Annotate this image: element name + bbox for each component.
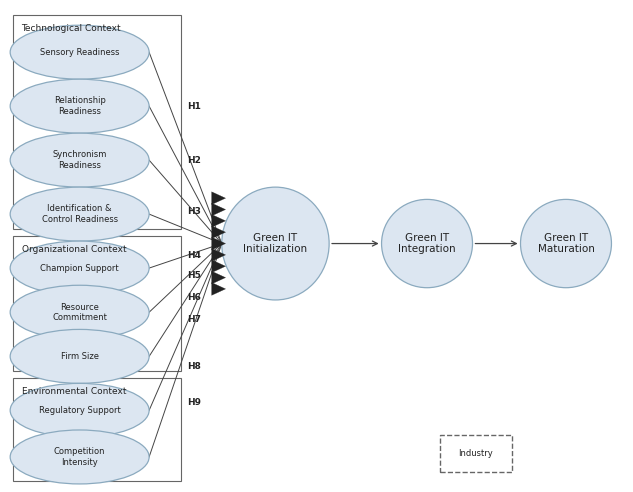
- Bar: [13, 15, 180, 229]
- Text: H1: H1: [187, 102, 201, 111]
- Text: H3: H3: [187, 207, 201, 216]
- Text: H9: H9: [187, 399, 201, 407]
- Polygon shape: [211, 248, 225, 261]
- Ellipse shape: [222, 187, 329, 300]
- Ellipse shape: [10, 383, 149, 437]
- Text: Green IT
Integration: Green IT Integration: [398, 233, 456, 254]
- Text: Champion Support: Champion Support: [41, 264, 119, 273]
- Text: Sensory Readiness: Sensory Readiness: [40, 48, 120, 57]
- Polygon shape: [211, 192, 225, 205]
- Bar: [13, 378, 180, 482]
- Polygon shape: [211, 260, 225, 273]
- Text: Environmental Context: Environmental Context: [22, 387, 126, 396]
- Text: H7: H7: [187, 315, 201, 324]
- Text: H5: H5: [187, 271, 201, 280]
- Text: H6: H6: [187, 293, 201, 302]
- Text: Green IT
Initialization: Green IT Initialization: [243, 233, 308, 254]
- Ellipse shape: [10, 187, 149, 241]
- Text: H8: H8: [187, 362, 201, 370]
- Polygon shape: [211, 226, 225, 239]
- Polygon shape: [211, 271, 225, 284]
- Ellipse shape: [10, 241, 149, 295]
- Text: H4: H4: [187, 251, 201, 260]
- Ellipse shape: [10, 430, 149, 484]
- Polygon shape: [211, 237, 225, 250]
- Ellipse shape: [10, 25, 149, 79]
- Ellipse shape: [10, 133, 149, 187]
- Ellipse shape: [382, 199, 472, 288]
- Ellipse shape: [10, 285, 149, 339]
- Text: Firm Size: Firm Size: [61, 352, 99, 361]
- Ellipse shape: [10, 330, 149, 383]
- Text: Competition
Intensity: Competition Intensity: [54, 447, 106, 467]
- Text: Identification &
Control Readiness: Identification & Control Readiness: [42, 204, 118, 224]
- Text: Relationship
Readiness: Relationship Readiness: [54, 96, 106, 116]
- Text: Industry: Industry: [458, 449, 493, 458]
- Polygon shape: [211, 203, 225, 216]
- Polygon shape: [211, 282, 225, 295]
- Polygon shape: [211, 215, 225, 227]
- Text: Resource
Commitment: Resource Commitment: [52, 303, 107, 322]
- Text: Synchronism
Readiness: Synchronism Readiness: [53, 151, 107, 170]
- Text: Green IT
Maturation: Green IT Maturation: [537, 233, 594, 254]
- Bar: [13, 236, 180, 371]
- Ellipse shape: [520, 199, 611, 288]
- Text: Regulatory Support: Regulatory Support: [39, 406, 120, 415]
- Ellipse shape: [10, 79, 149, 133]
- Text: Technological Context: Technological Context: [22, 24, 121, 33]
- Bar: [440, 435, 512, 472]
- Text: Organizational Context: Organizational Context: [22, 245, 126, 254]
- Text: H2: H2: [187, 155, 201, 165]
